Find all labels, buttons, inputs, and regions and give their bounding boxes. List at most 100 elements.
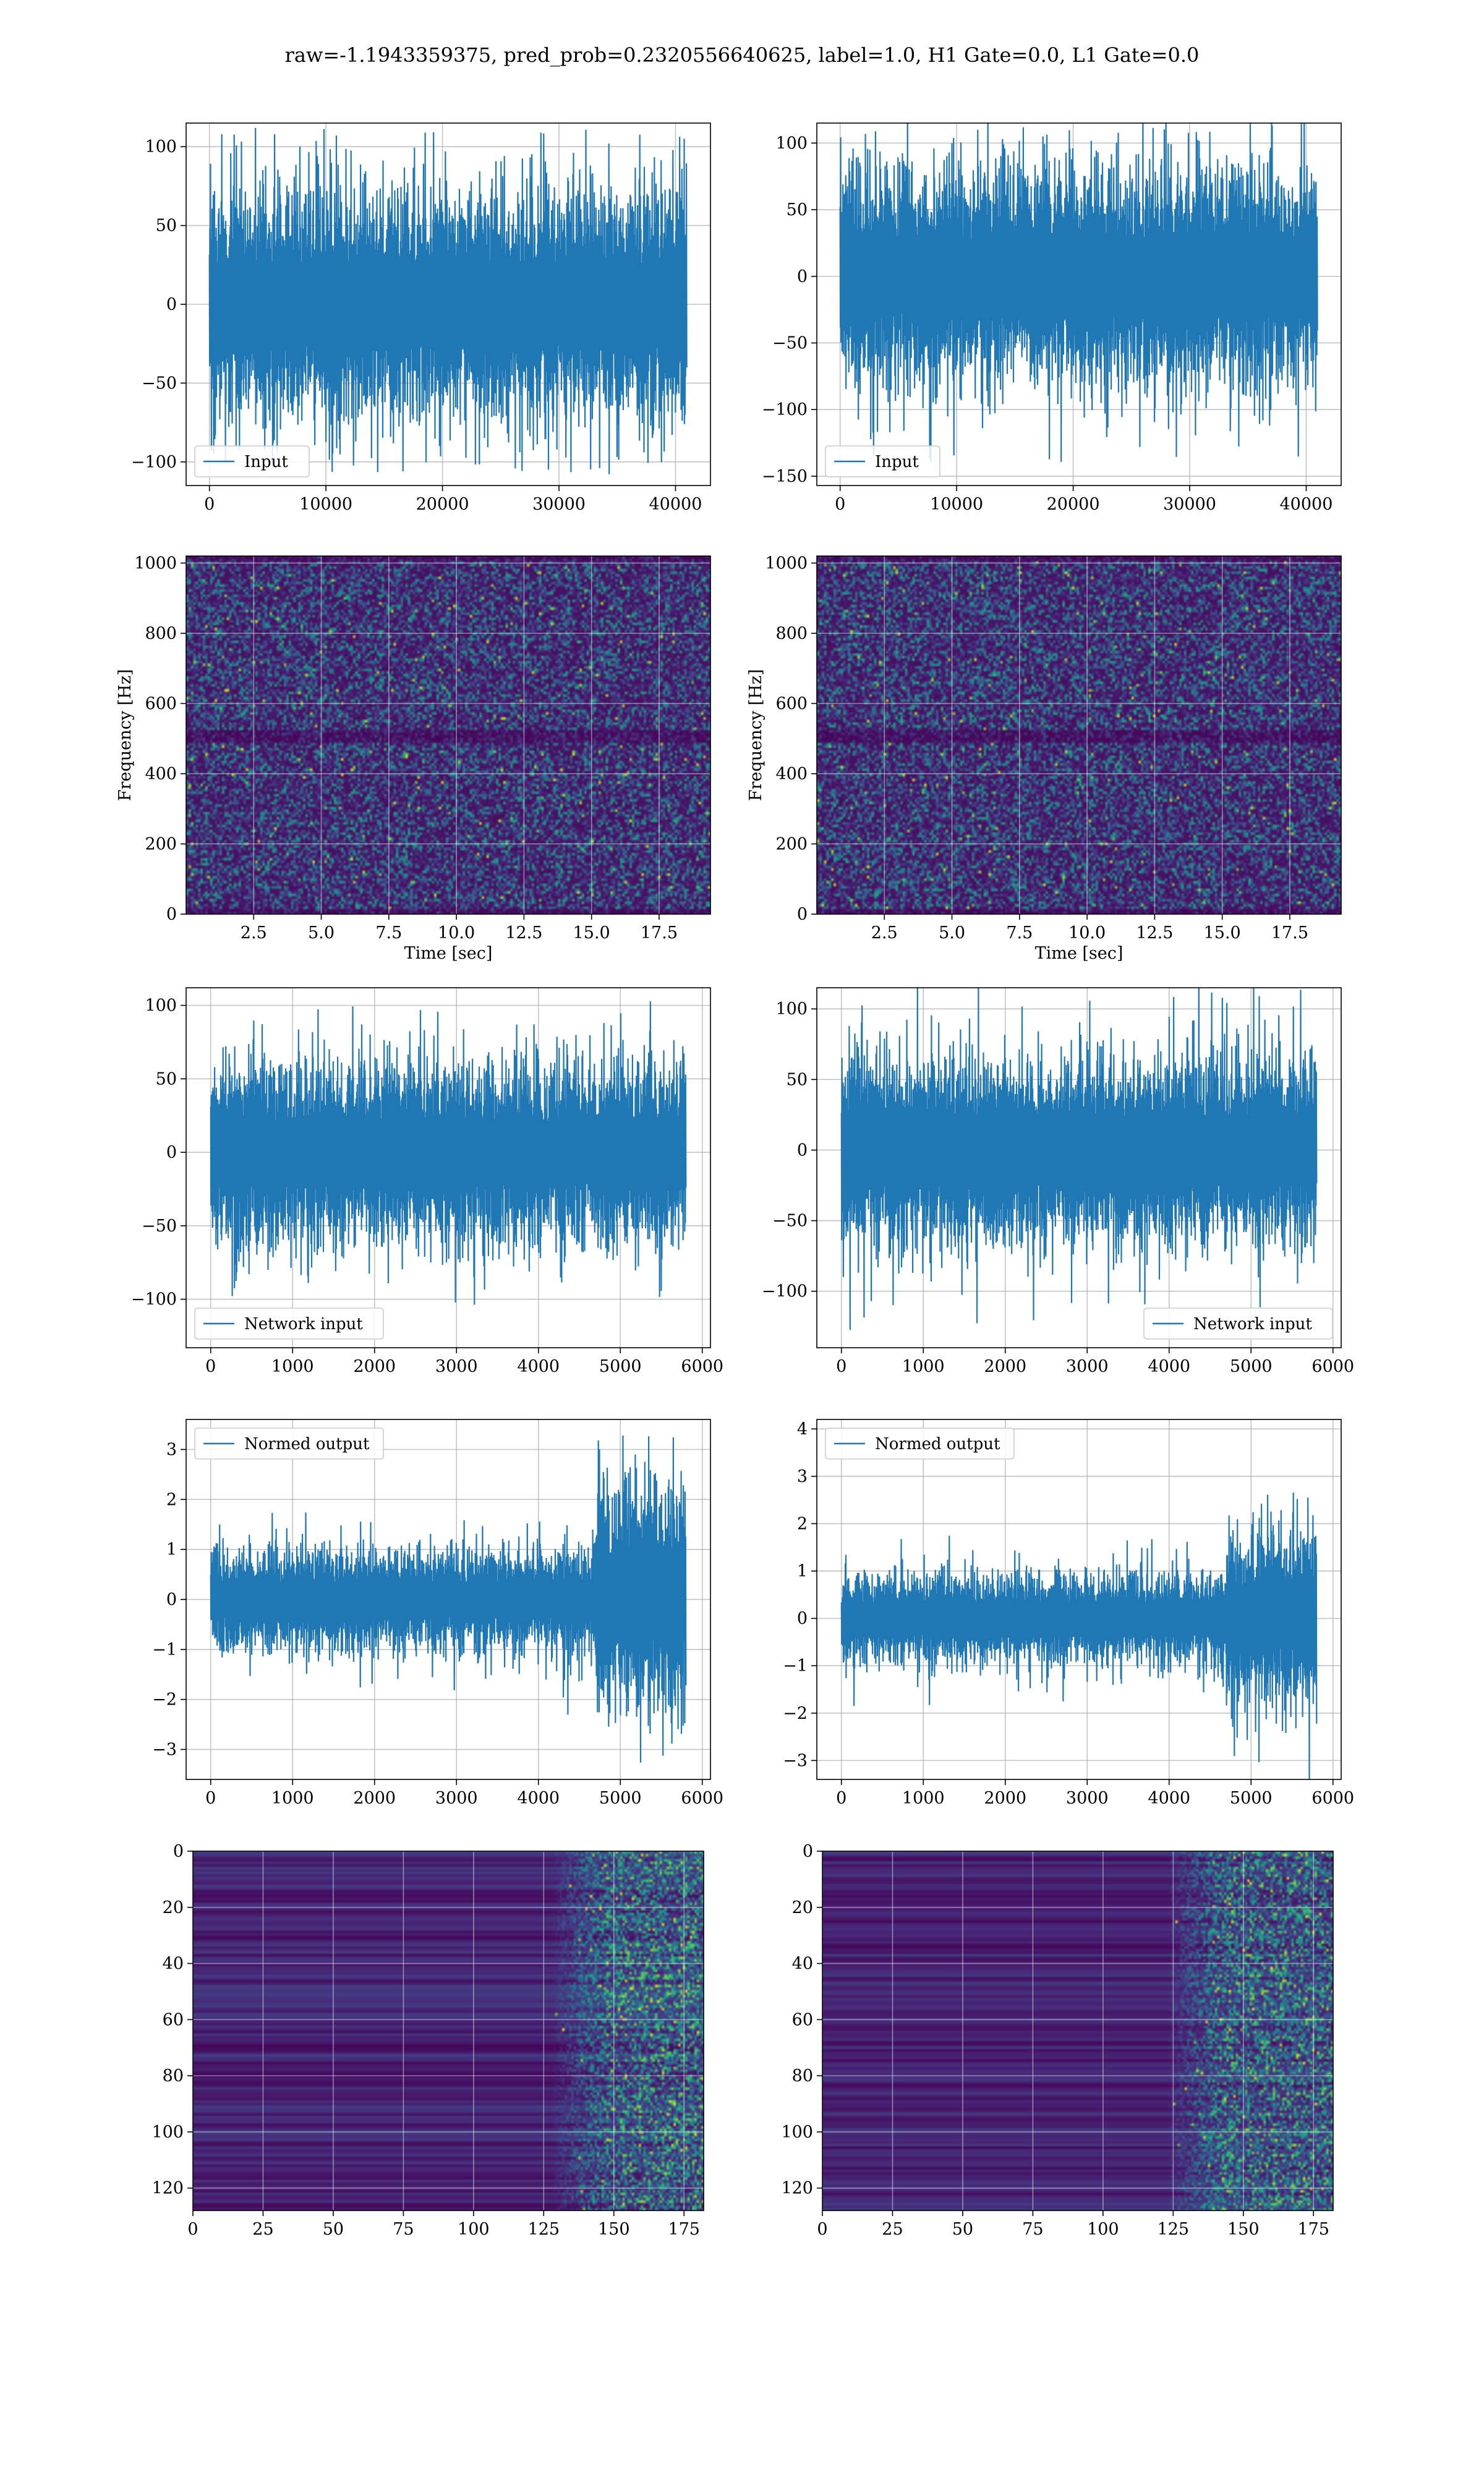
legend-label: Input [244, 453, 288, 471]
y-tick-label: −100 [762, 400, 808, 419]
legend-label: Network input [1193, 1315, 1312, 1333]
x-tick-label: 7.5 [375, 923, 402, 943]
x-tick-label: 2.5 [241, 923, 267, 943]
y-tick-label: 0 [166, 295, 177, 314]
x-tick-label: 5000 [599, 1357, 642, 1376]
x-tick-label: 75 [393, 2220, 414, 2239]
y-tick-label: 50 [156, 1069, 177, 1089]
chart-panel-r1c1: 0 10000 20000 30000 40000 −100 −50 0 50 100 Input [131, 122, 711, 514]
x-tick-label: 3000 [1066, 1789, 1109, 1808]
x-tick-label: 0 [204, 495, 215, 514]
axes-frame [186, 555, 711, 915]
x-tick-label: 0 [836, 1357, 846, 1376]
legend-box [194, 1427, 384, 1460]
y-tick-label: 40 [792, 1954, 813, 1974]
x-tick-label: 5000 [1230, 1789, 1273, 1808]
y-tick-label: 50 [787, 1070, 808, 1089]
x-tick-label: 175 [1297, 2220, 1329, 2239]
x-tick-label: 2000 [984, 1789, 1026, 1808]
x-tick-label: 20000 [1047, 495, 1100, 514]
series-line [839, 123, 1318, 463]
legend-box [194, 445, 310, 477]
x-tick-label: 4000 [1148, 1357, 1190, 1376]
y-tick-label: −100 [131, 453, 177, 472]
x-tick-label: 100 [458, 2220, 490, 2239]
y-tick-label: 120 [151, 2179, 184, 2198]
x-tick-label: 10.0 [1068, 923, 1106, 943]
chart-panel-r4c1: 0 1000 2000 3000 4000 5000 6000 −3 −2 −1 0 1 2 3 Norme… [152, 1419, 723, 1808]
legend: Network input [1143, 1308, 1333, 1340]
y-tick-label: 2 [797, 1514, 808, 1533]
x-tick-label: 1000 [902, 1789, 945, 1808]
y-tick-label: 2 [166, 1490, 177, 1509]
x-tick-label: 10.0 [438, 923, 475, 943]
axes-frame [192, 1851, 704, 2211]
chart-panel-r2c2: 2.5 5.0 7.5 10.0 12.5 15.0 17.5 0 200 400 600 800 10… [746, 554, 1342, 963]
series-line [840, 1492, 1318, 1779]
y-tick-label: 200 [145, 834, 177, 854]
x-tick-label: 6000 [681, 1357, 723, 1376]
x-tick-label: 10000 [930, 495, 983, 514]
axes-frame [816, 1419, 1342, 1780]
y-tick-label: −50 [772, 333, 808, 353]
chart-panel-r2c1: 2.5 5.0 7.5 10.0 12.5 15.0 17.5 0 200 400 600 800 10… [116, 554, 711, 963]
chart-panel-r1c2: 0 10000 20000 30000 40000 −150 −100 −50 0 50 100 In… [762, 122, 1342, 514]
axes-frame [822, 1851, 1334, 2211]
legend-box [194, 1308, 384, 1340]
y-tick-label: 60 [163, 2010, 184, 2029]
legend-label: Normed output [875, 1435, 1000, 1453]
x-tick-label: 0 [836, 1789, 846, 1808]
axes-frame [816, 122, 1342, 486]
series-line [210, 1435, 687, 1763]
y-tick-label: 600 [775, 694, 808, 713]
legend: Network input [194, 1308, 384, 1340]
x-tick-label: 6000 [1311, 1789, 1354, 1808]
x-tick-label: 40000 [1280, 495, 1333, 514]
heatmap-image [817, 556, 1341, 914]
x-tick-label: 12.5 [1136, 923, 1173, 943]
y-tick-label: 1 [797, 1562, 808, 1581]
x-tick-label: 6000 [681, 1789, 723, 1808]
y-tick-label: 0 [166, 905, 177, 924]
x-tick-label: 30000 [532, 495, 586, 514]
x-tick-label: 2.5 [871, 923, 898, 943]
y-tick-label: 100 [775, 999, 808, 1019]
y-tick-label: −100 [131, 1290, 177, 1309]
x-tick-label: 6000 [1311, 1357, 1354, 1376]
x-tick-label: 150 [1227, 2220, 1260, 2239]
y-tick-label: 100 [775, 134, 808, 153]
y-tick-label: 100 [145, 996, 177, 1016]
x-tick-label: 15.0 [1204, 923, 1241, 943]
x-tick-label: 0 [817, 2220, 827, 2239]
y-tick-label: −100 [762, 1282, 808, 1301]
y-tick-label: 800 [145, 624, 177, 643]
y-tick-label: 60 [792, 2010, 813, 2029]
y-tick-label: 40 [163, 1954, 184, 1974]
heatmap-image [822, 1851, 1333, 2211]
x-tick-label: 40000 [649, 495, 702, 514]
y-tick-label: −1 [783, 1656, 808, 1676]
series-line [208, 127, 688, 474]
x-tick-label: 1000 [902, 1357, 945, 1376]
legend: Normed output [194, 1427, 384, 1460]
y-tick-label: −1 [152, 1640, 177, 1659]
chart-panel-r5c2: 0 25 50 75 100 125 150 175 0 20 40 60 80 100 120 [781, 1842, 1334, 2239]
y-tick-label: 80 [163, 2066, 184, 2086]
x-tick-label: 4000 [517, 1357, 560, 1376]
heatmap-image [193, 1851, 704, 2211]
x-tick-label: 30000 [1163, 495, 1216, 514]
y-tick-label: 50 [156, 216, 177, 236]
legend: Normed output [825, 1427, 1015, 1460]
y-tick-label: 0 [797, 905, 808, 924]
y-tick-label: 100 [145, 137, 177, 156]
x-tick-label: 125 [528, 2220, 560, 2239]
y-tick-label: −3 [152, 1740, 177, 1760]
y-tick-label: −50 [142, 1217, 177, 1236]
y-tick-label: 0 [797, 1609, 808, 1629]
y-tick-label: 600 [145, 694, 177, 713]
legend-label: Normed output [244, 1435, 370, 1453]
x-tick-label: 5.0 [939, 923, 965, 943]
chart-panel-r5c1: 0 25 50 75 100 125 150 175 0 20 40 60 80 100 120 [151, 1842, 704, 2239]
x-tick-label: 1000 [271, 1357, 314, 1376]
